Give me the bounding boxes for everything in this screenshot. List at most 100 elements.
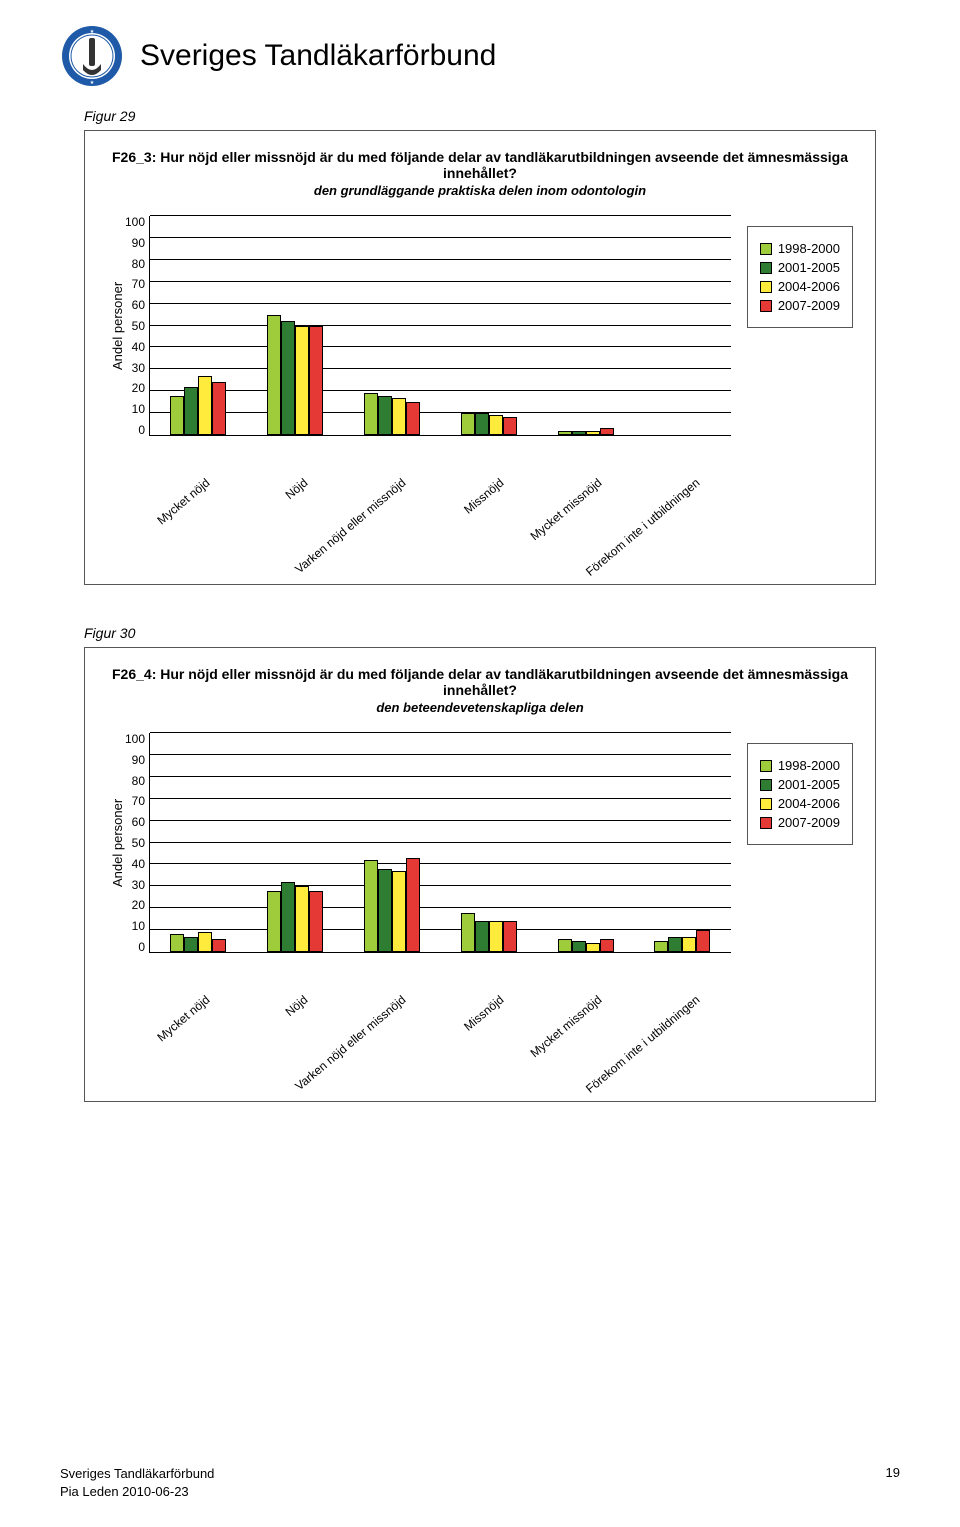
figure-label: Figur 30 xyxy=(84,625,900,641)
y-tick: 50 xyxy=(132,837,145,849)
bar xyxy=(212,382,226,435)
legend-label: 2007-2009 xyxy=(778,815,840,830)
x-labels: Mycket nöjdNöjdVarken nöjd eller missnöj… xyxy=(107,961,731,1071)
x-labels: Mycket nöjdNöjdVarken nöjd eller missnöj… xyxy=(107,444,731,554)
bar-group xyxy=(247,733,344,952)
legend-swatch-icon xyxy=(760,300,772,312)
svg-text:★: ★ xyxy=(90,80,95,86)
y-tick: 100 xyxy=(125,216,145,228)
y-tick: 30 xyxy=(132,362,145,374)
y-tick: 20 xyxy=(132,899,145,911)
plot-area xyxy=(149,216,731,436)
bar xyxy=(558,939,572,952)
legend-item: 1998-2000 xyxy=(760,758,840,773)
plot-area xyxy=(149,733,731,953)
y-tick: 30 xyxy=(132,879,145,891)
chart-subtitle: den beteendevetenskapliga delen xyxy=(107,700,853,715)
y-tick: 40 xyxy=(132,341,145,353)
bar xyxy=(489,921,503,952)
chart-subtitle: den grundläggande praktiska delen inom o… xyxy=(107,183,853,198)
bar-group xyxy=(344,216,441,435)
bar xyxy=(475,921,489,952)
bar xyxy=(461,913,475,952)
page-header: ★ ★ Sveriges Tandläkarförbund xyxy=(60,24,900,88)
bar xyxy=(295,326,309,436)
bar xyxy=(198,932,212,952)
legend-swatch-icon xyxy=(760,281,772,293)
y-tick: 60 xyxy=(132,816,145,828)
y-tick: 20 xyxy=(132,382,145,394)
legend-item: 1998-2000 xyxy=(760,241,840,256)
bar xyxy=(475,413,489,435)
bar-group xyxy=(150,216,247,435)
bar xyxy=(406,858,420,952)
legend-swatch-icon xyxy=(760,779,772,791)
footer-org: Sveriges Tandläkarförbund xyxy=(60,1465,214,1483)
bar-group xyxy=(634,733,731,952)
chart-title: F26_3: Hur nöjd eller missnöjd är du med… xyxy=(107,149,853,181)
legend-item: 2007-2009 xyxy=(760,298,840,313)
bar-groups xyxy=(150,216,731,435)
bar xyxy=(309,326,323,436)
y-tick: 10 xyxy=(132,403,145,415)
bar xyxy=(682,937,696,952)
figure-label: Figur 29 xyxy=(84,108,900,124)
chart-frame: F26_4: Hur nöjd eller missnöjd är du med… xyxy=(84,647,876,1102)
page-footer: Sveriges Tandläkarförbund Pia Leden 2010… xyxy=(60,1465,900,1501)
bar xyxy=(668,937,682,952)
bar xyxy=(364,393,378,435)
bar xyxy=(184,937,198,952)
bar-group xyxy=(537,733,634,952)
y-axis-label: Andel personer xyxy=(107,216,125,436)
legend-label: 2004-2006 xyxy=(778,796,840,811)
bar xyxy=(364,860,378,952)
chart-body: Andel personer1009080706050403020100Myck… xyxy=(107,216,853,554)
y-tick: 40 xyxy=(132,858,145,870)
bar xyxy=(572,941,586,952)
bar xyxy=(406,402,420,435)
legend-item: 2001-2005 xyxy=(760,260,840,275)
org-title: Sveriges Tandläkarförbund xyxy=(140,39,496,73)
bar xyxy=(600,939,614,952)
y-ticks: 1009080706050403020100 xyxy=(125,733,149,953)
bar xyxy=(170,396,184,435)
bar xyxy=(170,934,184,952)
svg-text:★: ★ xyxy=(90,29,95,35)
legend-label: 1998-2000 xyxy=(778,758,840,773)
bar xyxy=(281,882,295,952)
y-tick: 80 xyxy=(132,775,145,787)
bar xyxy=(654,941,668,952)
x-label: Förekom inte i utbildningen xyxy=(656,961,802,1108)
bar-groups xyxy=(150,733,731,952)
bar xyxy=(378,869,392,952)
bar xyxy=(184,387,198,435)
y-tick: 0 xyxy=(138,941,145,953)
bar-group xyxy=(440,733,537,952)
y-tick: 10 xyxy=(132,920,145,932)
bar xyxy=(212,939,226,952)
y-tick: 0 xyxy=(138,424,145,436)
y-tick: 80 xyxy=(132,258,145,270)
legend-swatch-icon xyxy=(760,760,772,772)
y-tick: 90 xyxy=(132,754,145,766)
y-tick: 50 xyxy=(132,320,145,332)
legend-label: 2001-2005 xyxy=(778,260,840,275)
y-tick: 60 xyxy=(132,299,145,311)
y-tick: 70 xyxy=(132,795,145,807)
bar-group xyxy=(150,733,247,952)
org-logo-icon: ★ ★ xyxy=(60,24,124,88)
footer-page-number: 19 xyxy=(886,1465,900,1501)
bar xyxy=(600,428,614,435)
y-axis-label: Andel personer xyxy=(107,733,125,953)
footer-author: Pia Leden 2010-06-23 xyxy=(60,1483,214,1501)
chart-body: Andel personer1009080706050403020100Myck… xyxy=(107,733,853,1071)
legend-label: 2007-2009 xyxy=(778,298,840,313)
bar-group xyxy=(247,216,344,435)
x-label: Förekom inte i utbildningen xyxy=(656,444,802,591)
bar xyxy=(392,871,406,952)
chart-frame: F26_3: Hur nöjd eller missnöjd är du med… xyxy=(84,130,876,585)
bar xyxy=(696,930,710,952)
legend-item: 2007-2009 xyxy=(760,815,840,830)
page: ★ ★ Sveriges Tandläkarförbund Figur 29 F2… xyxy=(0,0,960,1527)
bar-group xyxy=(344,733,441,952)
